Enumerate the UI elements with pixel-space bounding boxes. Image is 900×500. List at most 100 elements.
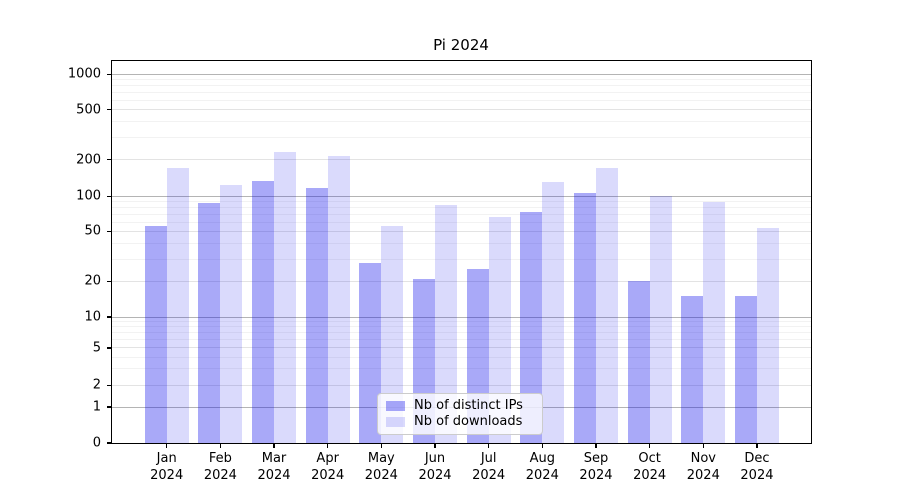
- gridline-600: [112, 99, 811, 101]
- bar-nb-of-distinct-ips-apr-2024: [305, 187, 328, 443]
- gridline-70: [112, 213, 811, 215]
- bar-nb-of-downloads-mar-2024: [274, 151, 297, 443]
- spine-top: [111, 60, 812, 62]
- x-tick-label-may-2024: May 2024: [364, 451, 398, 483]
- y-tick-label-100: 100: [76, 188, 101, 204]
- gridline-100: [112, 195, 811, 197]
- x-tick-mark-mar-2024: [273, 444, 275, 448]
- y-tick-label-2: 2: [92, 377, 101, 393]
- gridline-500: [112, 109, 811, 111]
- bar-nb-of-downloads-nov-2024: [703, 202, 726, 443]
- bar-nb-of-downloads-may-2024: [381, 225, 404, 443]
- gridline-10: [112, 316, 811, 318]
- bar-nb-of-downloads-sep-2024: [595, 168, 618, 443]
- x-tick-label-aug-2024: Aug 2024: [525, 451, 559, 483]
- x-tick-label-jan-2024: Jan 2024: [150, 451, 184, 483]
- y-tick-mark-1: [107, 406, 111, 408]
- gridline-900: [112, 79, 811, 81]
- x-tick-label-feb-2024: Feb 2024: [203, 451, 237, 483]
- gridline-50: [112, 230, 811, 232]
- gridline-6: [112, 339, 811, 341]
- bar-nb-of-distinct-ips-sep-2024: [573, 193, 596, 443]
- y-tick-mark-1000: [107, 73, 111, 75]
- gridline-200: [112, 159, 811, 161]
- gridline-5: [112, 347, 811, 349]
- spine-right: [811, 60, 813, 444]
- x-tick-mark-may-2024: [380, 444, 382, 448]
- y-tick-label-200: 200: [76, 152, 101, 168]
- x-tick-label-apr-2024: Apr 2024: [311, 451, 345, 483]
- bar-nb-of-downloads-aug-2024: [542, 182, 565, 443]
- y-tick-mark-20: [107, 280, 111, 282]
- x-tick-label-oct-2024: Oct 2024: [633, 451, 667, 483]
- x-tick-mark-jul-2024: [488, 444, 490, 448]
- x-tick-mark-oct-2024: [649, 444, 651, 448]
- spine-bottom: [111, 443, 812, 445]
- gridline-2: [112, 384, 811, 386]
- legend-label-distinct-ips: Nb of distinct IPs: [414, 398, 523, 413]
- bar-nb-of-distinct-ips-aug-2024: [520, 211, 543, 443]
- x-tick-mark-dec-2024: [756, 444, 758, 448]
- y-tick-label-5: 5: [92, 340, 101, 356]
- x-tick-mark-jun-2024: [434, 444, 436, 448]
- y-tick-label-1000: 1000: [67, 66, 101, 82]
- gridline-90: [112, 201, 811, 203]
- bar-nb-of-downloads-jul-2024: [488, 216, 511, 443]
- chart-title: Pi 2024: [433, 36, 489, 54]
- y-tick-label-1: 1: [92, 399, 101, 415]
- bar-nb-of-downloads-jun-2024: [435, 204, 457, 443]
- bar-nb-of-distinct-ips-nov-2024: [681, 296, 704, 443]
- x-tick-mark-sep-2024: [595, 444, 597, 448]
- gridline-400: [112, 121, 811, 123]
- y-tick-mark-200: [107, 158, 111, 161]
- y-tick-label-20: 20: [84, 273, 101, 289]
- y-tick-mark-2: [107, 384, 111, 386]
- x-tick-label-jun-2024: Jun 2024: [418, 451, 452, 483]
- gridline-60: [112, 221, 811, 223]
- x-tick-label-sep-2024: Sep 2024: [579, 451, 613, 483]
- bar-nb-of-distinct-ips-dec-2024: [734, 296, 757, 443]
- x-tick-mark-apr-2024: [327, 444, 329, 448]
- bar-nb-of-downloads-jan-2024: [166, 168, 189, 443]
- legend-item-distinct-ips: Nb of distinct IPs: [386, 398, 534, 414]
- bar-nb-of-downloads-dec-2024: [756, 228, 779, 443]
- plot-area: [112, 61, 811, 443]
- y-tick-mark-500: [107, 108, 111, 111]
- x-tick-mark-jan-2024: [166, 444, 168, 448]
- x-tick-mark-aug-2024: [541, 444, 543, 448]
- legend-item-downloads: Nb of downloads: [386, 414, 534, 430]
- bar-nb-of-distinct-ips-mar-2024: [252, 181, 275, 443]
- gridline-30: [112, 258, 811, 260]
- gridline-4: [112, 356, 811, 358]
- gridline-80: [112, 207, 811, 209]
- gridline-1000: [112, 73, 811, 75]
- bar-nb-of-distinct-ips-feb-2024: [198, 203, 221, 443]
- spine-left: [111, 60, 113, 444]
- bar-nb-of-distinct-ips-oct-2024: [627, 281, 650, 443]
- gridline-800: [112, 85, 811, 87]
- gridline-8: [112, 326, 811, 328]
- y-tick-label-500: 500: [76, 102, 101, 118]
- y-tick-label-50: 50: [84, 223, 101, 239]
- bar-nb-of-distinct-ips-may-2024: [359, 262, 382, 443]
- y-tick-mark-10: [107, 316, 111, 318]
- y-tick-label-10: 10: [84, 309, 101, 325]
- y-tick-label-0: 0: [92, 435, 101, 451]
- x-tick-mark-feb-2024: [219, 444, 221, 448]
- bar-nb-of-distinct-ips-jan-2024: [144, 226, 167, 443]
- x-tick-label-dec-2024: Dec 2024: [740, 451, 774, 483]
- gridline-7: [112, 332, 811, 334]
- bar-nb-of-downloads-oct-2024: [649, 196, 672, 443]
- x-tick-label-jul-2024: Jul 2024: [472, 451, 506, 483]
- y-tick-mark-5: [107, 347, 111, 349]
- y-tick-mark-0: [107, 442, 111, 444]
- bar-nb-of-downloads-feb-2024: [220, 185, 243, 443]
- x-tick-label-mar-2024: Mar 2024: [257, 451, 291, 483]
- gridline-700: [112, 91, 811, 93]
- gridline-3: [112, 368, 811, 370]
- gridline-9: [112, 321, 811, 323]
- bar-nb-of-downloads-apr-2024: [327, 156, 350, 443]
- legend-swatch-distinct-ips: [386, 401, 405, 411]
- y-tick-mark-50: [107, 230, 111, 232]
